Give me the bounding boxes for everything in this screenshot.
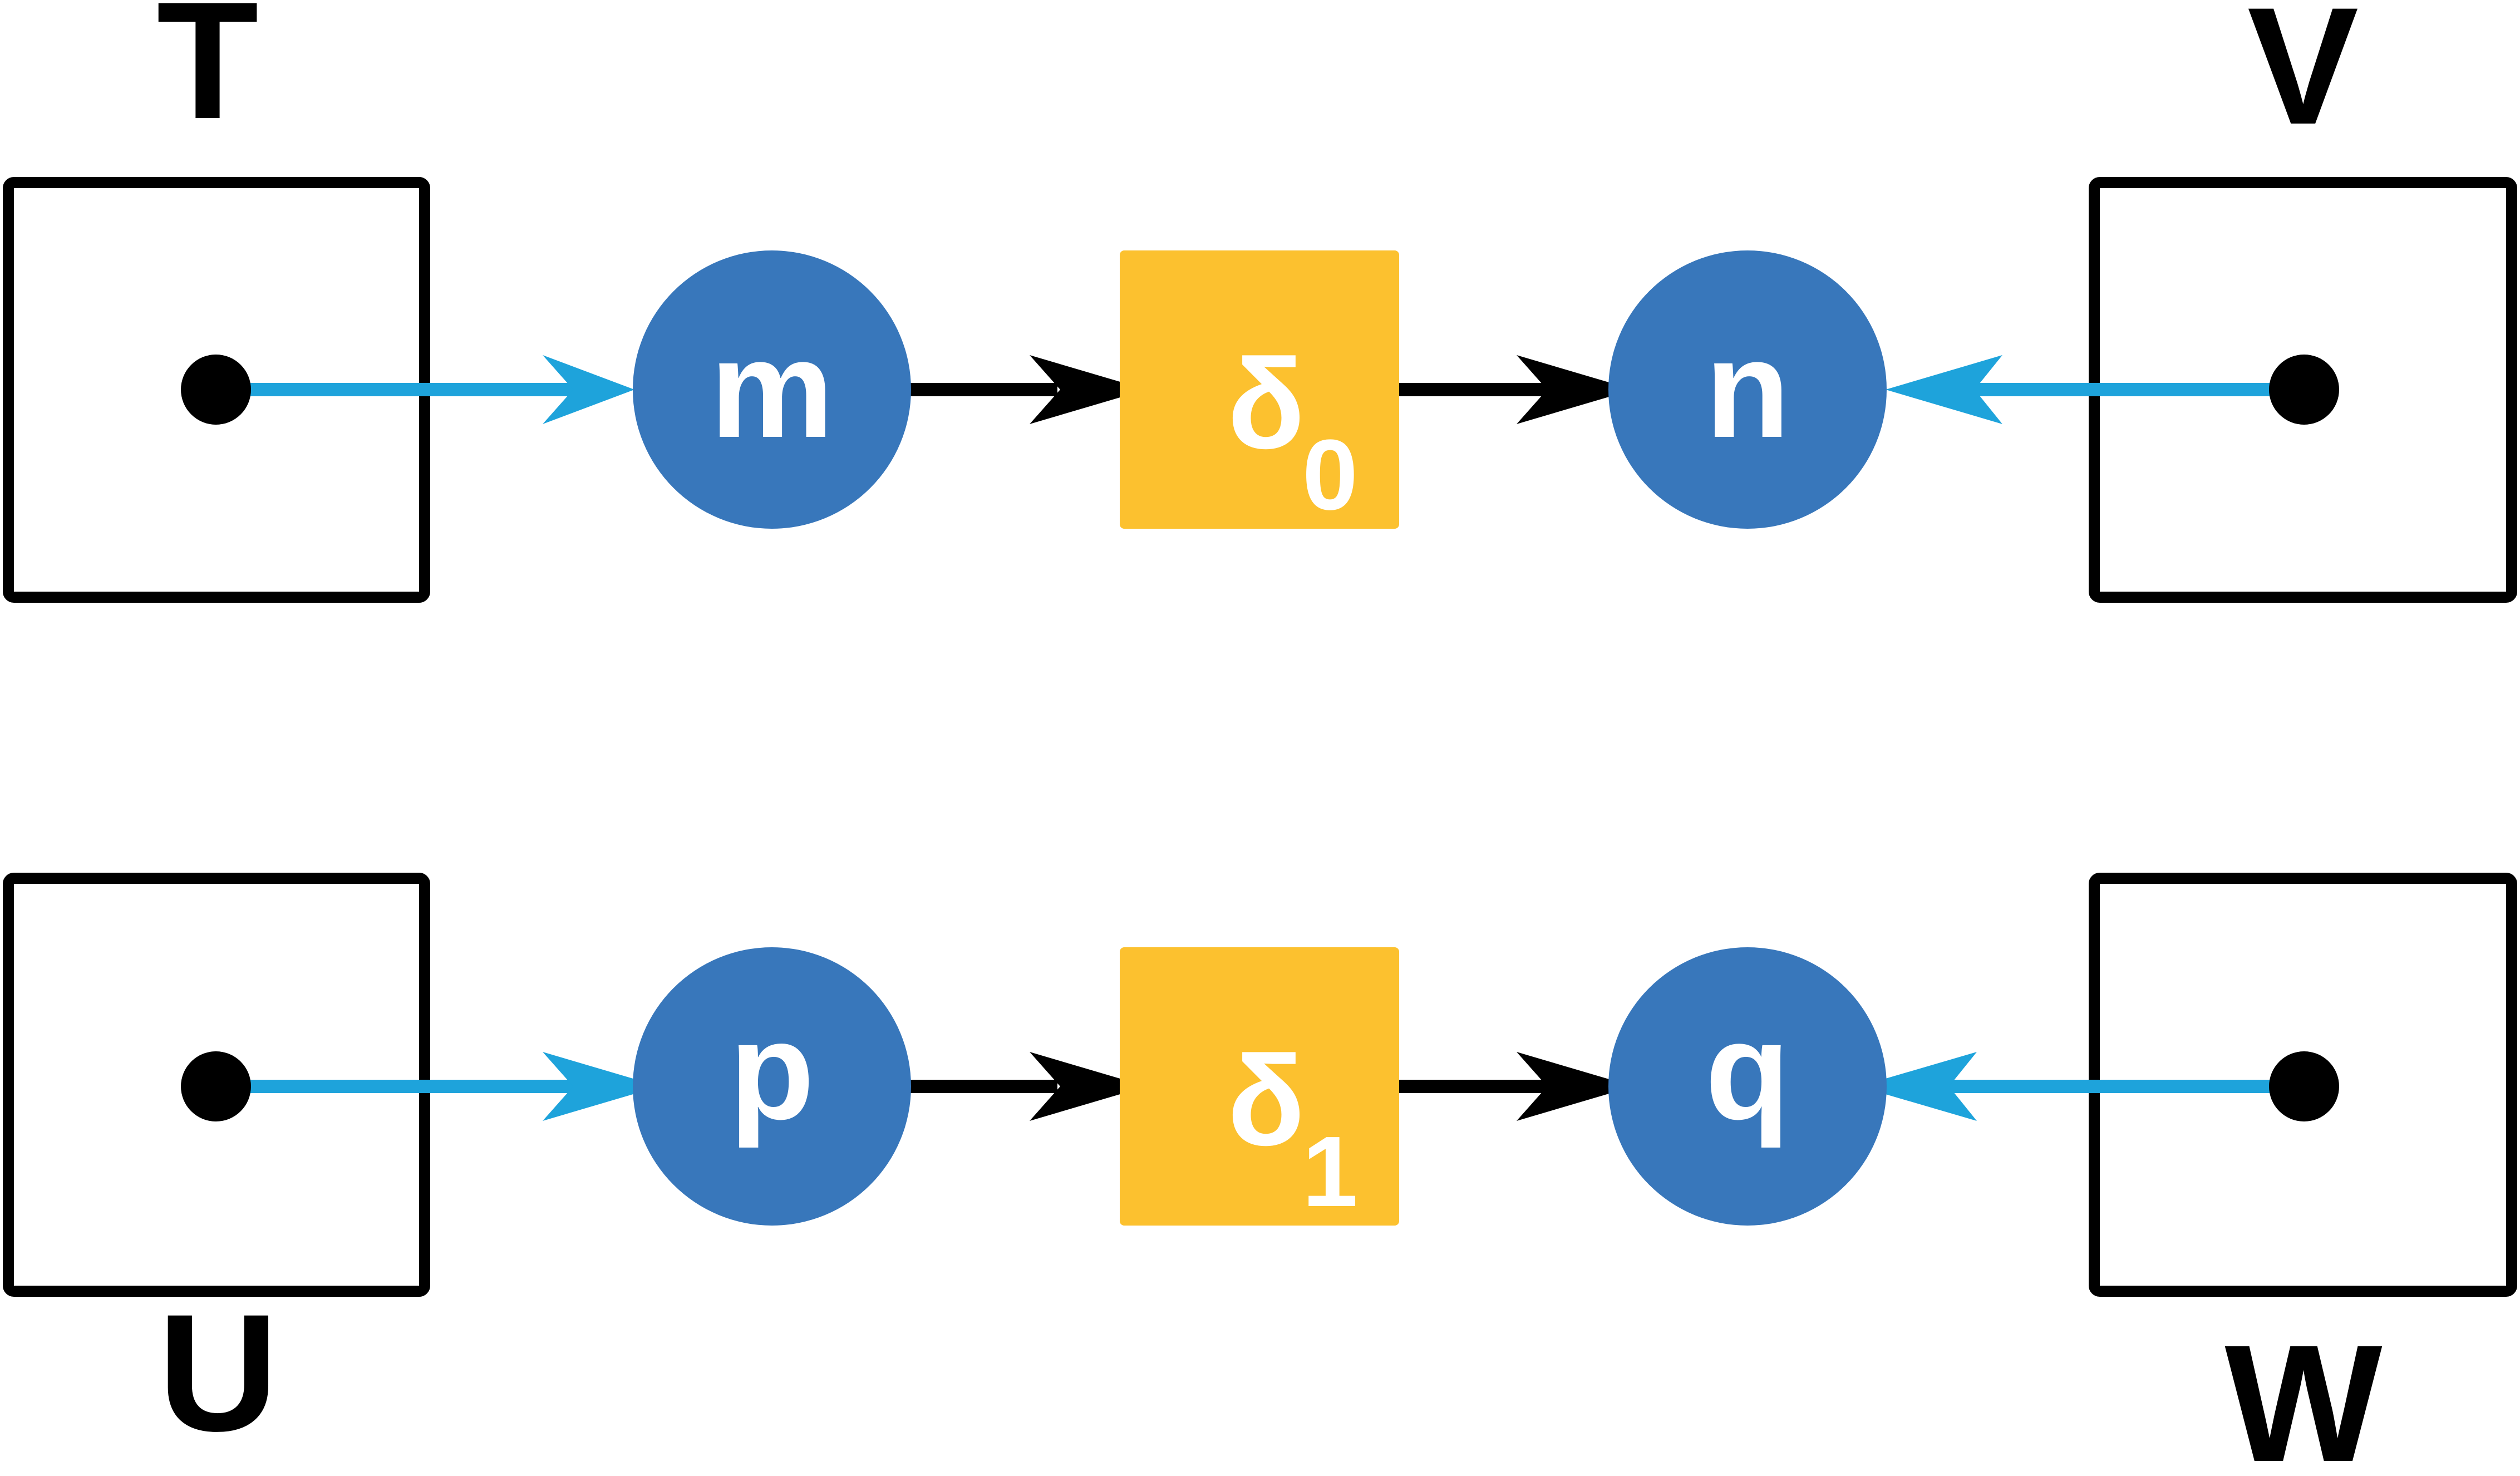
operator-box-delta0 xyxy=(1120,250,1399,529)
frame-label-U: U xyxy=(158,1279,279,1466)
flow-arrow-m-to-delta0 xyxy=(910,355,1146,424)
source-dot-T xyxy=(181,355,251,425)
input-arrow-U-to-p xyxy=(216,1052,659,1121)
flow-arrow-delta1-to-q xyxy=(1398,1052,1633,1121)
operator-subscript-1: 1 xyxy=(1302,1116,1358,1228)
flow-arrow-p-to-delta1 xyxy=(910,1052,1146,1121)
frame-label-T: T xyxy=(156,0,258,154)
node-label-q: q xyxy=(1705,993,1790,1148)
node-label-n: n xyxy=(1705,311,1790,466)
operator-box-delta1 xyxy=(1120,947,1399,1226)
input-arrow-W-to-q xyxy=(1859,1052,2304,1121)
node-label-m: m xyxy=(710,311,834,466)
frame-label-V: V xyxy=(2247,0,2360,159)
source-dot-W xyxy=(2269,1051,2339,1121)
node-m xyxy=(633,250,911,529)
node-label-p: p xyxy=(730,993,815,1148)
input-arrow-V-to-n xyxy=(1886,355,2304,424)
operator-symbol-delta1: δ xyxy=(1227,1029,1305,1172)
node-n xyxy=(1608,250,1887,529)
node-p xyxy=(633,947,911,1226)
operator-subscript-0: 0 xyxy=(1302,419,1358,531)
input-arrow-T-to-m xyxy=(216,355,634,424)
operator-symbol-delta0: δ xyxy=(1227,332,1305,475)
source-dot-V xyxy=(2269,355,2339,425)
source-dot-U xyxy=(181,1051,251,1121)
flow-arrow-delta0-to-n xyxy=(1398,355,1633,424)
node-q xyxy=(1608,947,1887,1226)
frame-label-W: W xyxy=(2224,1310,2384,1476)
